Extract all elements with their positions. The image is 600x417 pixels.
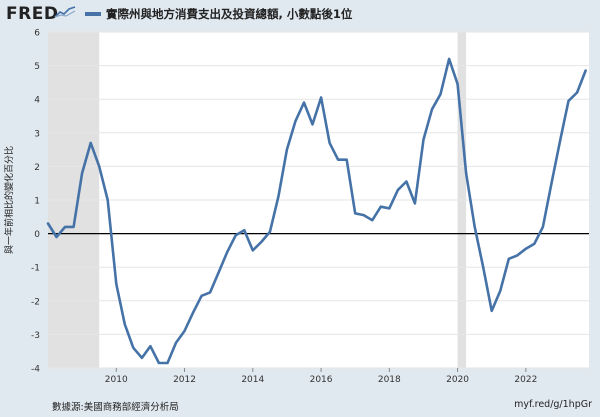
y-tick-label--4: -4 [31,365,40,375]
data-point [482,266,485,269]
data-point [47,222,49,225]
y-tick-label-3: 3 [34,129,40,139]
data-point [524,247,527,250]
y-tick-label-4: 4 [34,96,40,106]
data-point [542,225,544,228]
data-point [576,91,578,94]
y-tick-label-5: 5 [34,62,40,72]
data-point [328,141,331,144]
data-point [175,341,177,344]
data-point [89,141,92,144]
data-point [516,254,519,257]
data-point [55,236,58,238]
data-point [396,189,399,191]
data-point [354,212,357,215]
x-tick-label-2018: 2018 [378,375,401,385]
data-point [456,83,459,85]
x-tick-label-2012: 2012 [173,375,196,385]
data-point [277,195,280,198]
data-point [183,330,186,332]
data-point [414,202,416,205]
data-point [158,362,160,364]
data-point [234,234,237,237]
data-point [567,99,570,102]
series-line-0 [46,57,587,365]
data-point [140,357,143,359]
data-point [260,241,263,243]
data-point [439,93,442,96]
y-tick-label-2: 2 [34,163,40,173]
data-point [379,205,382,208]
data-source-note: 數據源:美國商務部經濟分析局 [52,402,179,413]
data-point [149,345,152,348]
data-point [499,289,502,292]
y-tick-label--1: -1 [31,264,40,274]
data-point [294,120,297,122]
data-point [448,57,450,60]
data-point [533,242,536,245]
data-point [123,323,126,326]
plot-area-wrapper: -4 -3 -2 -1 0 1 2 3 4 5 6 2010 2012 2014 2016 2018 2020 2… [0,22,600,400]
x-tick-label-2010: 2010 [105,375,128,385]
fred-logo-graph-icon [54,6,76,18]
y-tick-label--2: -2 [31,297,40,307]
x-tick-label-2022: 2022 [514,375,537,385]
data-point [98,165,101,168]
data-point [81,172,84,175]
data-point [217,271,220,274]
data-point [303,101,305,104]
y-tick-label-0: 0 [34,230,40,240]
data-point [268,231,271,233]
data-point [192,311,194,314]
data-point [473,225,476,228]
data-point [371,219,374,222]
data-point [320,96,322,99]
short-link[interactable]: myf.red/g/1hpGr [514,399,592,410]
data-point [200,294,203,297]
data-point [209,291,212,294]
data-point [286,148,288,151]
data-point [362,214,365,217]
fred-logo[interactable]: FRED [6,4,59,24]
data-point [559,140,561,143]
data-point [166,362,169,364]
y-axis-label: 與一年前相比的變化百分比 [3,146,15,254]
data-point [388,207,391,210]
line-chart: -4 -3 -2 -1 0 1 2 3 4 5 6 2010 2012 2014 2016 2018 2020 2… [3,29,589,385]
data-point [550,182,553,185]
x-tick-label-2014: 2014 [241,375,264,385]
chart-header: FRED 實際州與地方消費支出及投資總額, 小數點後1位 [0,0,600,26]
y-tick-label-1: 1 [34,197,40,207]
data-point [345,158,348,161]
data-point [311,123,314,126]
legend-swatch [85,12,101,16]
data-point [64,225,66,228]
data-point [465,172,468,175]
y-tick-label-6: 6 [34,29,40,39]
data-point [106,199,109,201]
data-point [584,69,587,72]
legend-series-title: 實際州與地方消費支出及投資總額, 小數點後1位 [106,7,353,21]
x-tick-label-2020: 2020 [446,375,469,385]
data-point [490,309,493,312]
data-point [507,257,510,260]
data-point [132,346,135,349]
data-point [226,251,229,253]
data-point [431,108,433,111]
y-tick-label--3: -3 [31,331,40,341]
data-point [243,229,246,232]
data-point [72,225,75,228]
data-point [337,158,340,161]
data-point [422,138,425,141]
data-point [251,249,254,252]
x-tick-label-2016: 2016 [310,375,333,385]
data-point [405,180,408,183]
data-point [115,283,118,285]
